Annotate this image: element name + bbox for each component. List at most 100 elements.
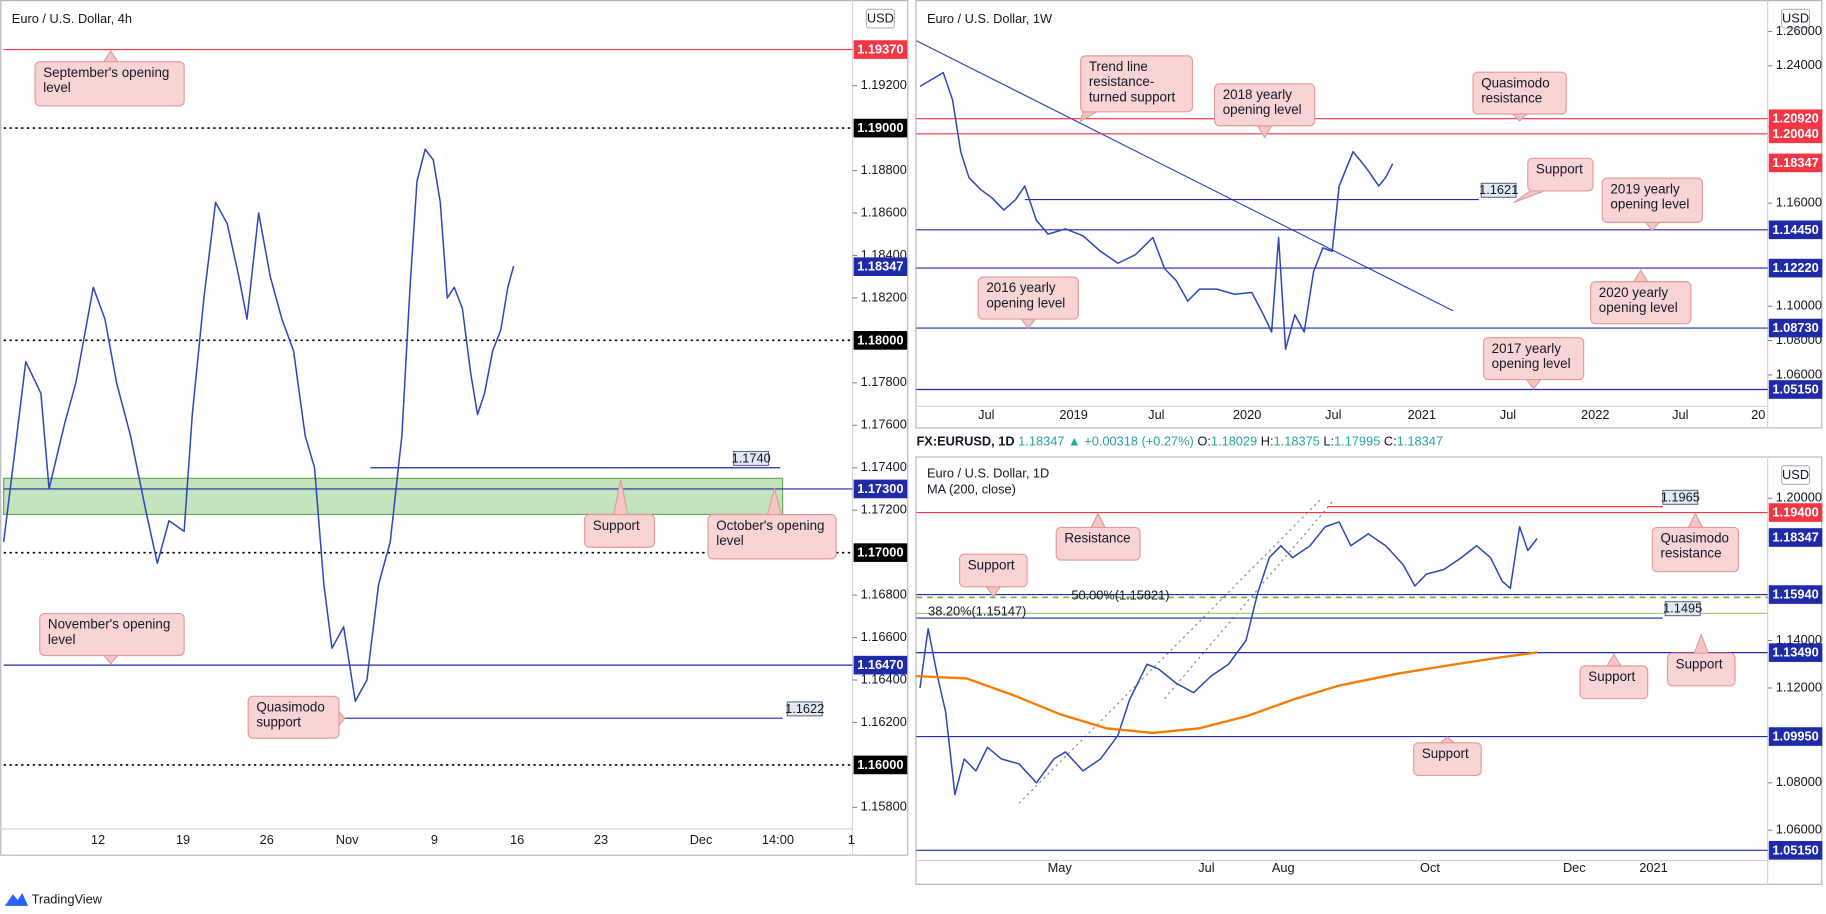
y-tick-label: 1.18200 xyxy=(861,289,907,304)
callout: Quasimodo resistance xyxy=(1481,77,1549,106)
chart-title: Euro / U.S. Dollar, 1D xyxy=(927,465,1049,480)
price-label: 1.20920 xyxy=(1772,111,1818,126)
price-label: 1.09950 xyxy=(1772,729,1818,744)
legend-entry: MA (200, close) xyxy=(927,482,1016,497)
callout-text: Support xyxy=(1588,670,1636,685)
callout: Support xyxy=(592,519,640,534)
callout: Support xyxy=(1588,670,1636,685)
callout: Quasimodo support xyxy=(256,700,325,730)
level-label-box xyxy=(1664,601,1701,617)
indicator-line xyxy=(916,651,1538,735)
price-label: 1.20040 xyxy=(1772,126,1818,141)
open-label: O: xyxy=(1197,434,1211,449)
callout-text: 2016 yearly opening level xyxy=(986,281,1066,311)
y-tick-label: 1.16800 xyxy=(861,586,907,601)
price-label: 1.14450 xyxy=(1772,222,1818,237)
price-label: 1.18347 xyxy=(1772,529,1818,544)
x-tick-label: 20 xyxy=(1751,407,1765,422)
callout-text: Support xyxy=(1675,657,1723,672)
price-label: 1.19000 xyxy=(857,120,903,135)
price-label-box xyxy=(1768,153,1823,173)
callout: Trend line resistance-turned support xyxy=(1089,61,1175,105)
level-label: 1.1622 xyxy=(785,701,824,716)
low-label: L: xyxy=(1323,434,1334,449)
price-label-box xyxy=(1768,643,1823,662)
price-label-box xyxy=(1768,727,1823,746)
y-tick-label: 1.14000 xyxy=(1776,632,1822,647)
x-tick-label: May xyxy=(1048,860,1073,875)
open: 1.18029 xyxy=(1211,434,1257,449)
price-label: 1.19370 xyxy=(857,42,903,57)
price-label-box xyxy=(1768,318,1823,338)
currency-box xyxy=(1781,465,1811,485)
brand: TradingView xyxy=(32,891,103,906)
callout-text: Quasimodo resistance xyxy=(1660,532,1729,562)
close: 1.18347 xyxy=(1397,434,1443,449)
callout: Support xyxy=(1536,163,1583,177)
price-label-box xyxy=(1768,220,1823,240)
callout-box xyxy=(247,695,340,739)
callout-text: Quasimodo support xyxy=(256,700,325,730)
callout-box xyxy=(1590,281,1692,325)
price-label-box xyxy=(853,479,908,499)
price-label-box xyxy=(853,40,908,59)
level-label: 1.1965 xyxy=(1661,489,1700,504)
y-tick-label: 1.19200 xyxy=(861,77,907,92)
x-tick-label: 26 xyxy=(260,832,274,847)
x-tick-label: Nov xyxy=(336,832,359,847)
brand-logo: TradingView xyxy=(4,891,103,906)
symbol-bar: FX:EURUSD, 1D 1.18347 ▲ +0.00318 (+0.27%… xyxy=(916,434,1442,449)
channel-line xyxy=(1164,500,1334,699)
callout-text: Support xyxy=(1421,747,1469,762)
price-label: 1.18347 xyxy=(1772,155,1818,170)
x-tick-label: Jul xyxy=(978,407,994,422)
callout-box xyxy=(958,553,1028,588)
currency: USD xyxy=(867,11,894,26)
x-tick-label: 16 xyxy=(510,832,524,847)
callout: 2018 yearly opening level xyxy=(1223,88,1302,117)
callout-text: October's opening level xyxy=(716,519,825,549)
price-label-box xyxy=(853,118,908,138)
price-label-box xyxy=(853,331,908,350)
y-tick-label: 1.17200 xyxy=(861,502,907,517)
x-tick-label: 19 xyxy=(176,832,190,847)
x-tick-label: Jul xyxy=(1500,407,1516,422)
x-tick-label: 2021 xyxy=(1639,860,1667,875)
callout: 2019 yearly opening level xyxy=(1610,183,1689,212)
callout-text: 2020 yearly opening level xyxy=(1598,286,1678,316)
currency-box xyxy=(865,8,895,29)
callout-box xyxy=(977,276,1079,320)
callout: Support xyxy=(1421,747,1469,762)
change-arrow: ▲ xyxy=(1068,434,1081,449)
x-tick-label: Jul xyxy=(1325,407,1341,422)
callout-text: Resistance xyxy=(1064,532,1131,547)
y-tick-label: 1.08000 xyxy=(1776,774,1822,789)
price-line xyxy=(2,148,515,703)
price-label-box xyxy=(1768,503,1823,522)
callout-box xyxy=(34,61,185,107)
price-label: 1.15940 xyxy=(1772,587,1818,602)
y-tick-label: 1.12000 xyxy=(1776,679,1822,694)
callout: 2017 yearly opening level xyxy=(1491,342,1571,372)
price-line xyxy=(919,521,1538,796)
y-tick-label: 1.16200 xyxy=(861,714,907,729)
close-label: C: xyxy=(1384,434,1397,449)
callout-box xyxy=(1579,665,1649,700)
callout-box xyxy=(1482,337,1585,381)
level-label-box xyxy=(786,701,823,717)
level-label-box xyxy=(1662,489,1699,505)
callout-text: Support xyxy=(592,519,640,534)
price-label: 1.17000 xyxy=(857,545,903,560)
callout: November's opening level xyxy=(48,618,170,647)
y-tick-label: 1.18600 xyxy=(861,204,907,219)
price-label: 1.18000 xyxy=(857,332,903,347)
price-label-box xyxy=(1768,258,1823,278)
high-label: H: xyxy=(1261,434,1274,449)
callout-box xyxy=(1601,177,1703,223)
x-tick-label: Oct xyxy=(1420,860,1440,875)
callout-text: 2017 yearly opening level xyxy=(1491,342,1571,372)
callout-text: September's opening level xyxy=(43,66,170,96)
x-tick-label: Jul xyxy=(1672,407,1688,422)
